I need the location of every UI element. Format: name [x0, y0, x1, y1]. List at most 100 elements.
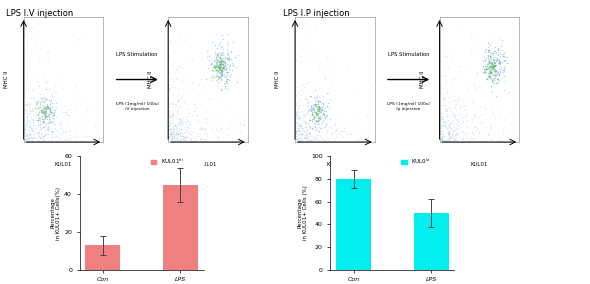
Point: [35, 119, 44, 124]
Point: [35, 135, 45, 139]
Point: [212, 57, 221, 62]
Point: [442, 107, 452, 112]
Bar: [336, 179, 371, 270]
Point: [442, 137, 452, 141]
Point: [443, 123, 453, 127]
Point: [499, 129, 508, 134]
Point: [48, 113, 58, 118]
Point: [211, 43, 220, 48]
Point: [304, 139, 313, 143]
Point: [23, 136, 32, 141]
Point: [483, 64, 492, 68]
Point: [483, 66, 492, 71]
Point: [493, 80, 502, 85]
Point: [181, 135, 190, 139]
Point: [489, 63, 498, 68]
Point: [28, 126, 37, 130]
Point: [171, 102, 180, 106]
Point: [299, 115, 308, 120]
Point: [486, 63, 495, 68]
Point: [217, 64, 226, 69]
Point: [179, 121, 188, 126]
Point: [324, 105, 333, 110]
Point: [21, 131, 31, 136]
Point: [186, 137, 196, 142]
Point: [35, 130, 44, 134]
Point: [310, 103, 320, 107]
Point: [457, 130, 467, 134]
Point: [209, 64, 219, 69]
Point: [167, 139, 176, 143]
Point: [299, 103, 308, 107]
Point: [168, 110, 177, 115]
Point: [40, 127, 50, 132]
Point: [225, 74, 234, 78]
Point: [309, 117, 318, 122]
Point: [309, 108, 319, 112]
Point: [178, 135, 188, 140]
Point: [447, 136, 456, 141]
Point: [291, 85, 300, 89]
Point: [291, 103, 301, 108]
Point: [71, 134, 80, 139]
Point: [197, 124, 206, 129]
Point: [231, 55, 240, 59]
Point: [484, 60, 494, 64]
Point: [362, 113, 371, 118]
Point: [467, 98, 477, 103]
Point: [176, 112, 185, 117]
Point: [304, 131, 313, 135]
Point: [486, 60, 496, 65]
Point: [453, 138, 462, 143]
Point: [217, 59, 226, 63]
Point: [40, 133, 49, 138]
Point: [437, 138, 447, 143]
Point: [477, 120, 486, 124]
Point: [20, 110, 30, 115]
Point: [494, 73, 503, 77]
Point: [478, 65, 487, 70]
Point: [45, 100, 54, 104]
Point: [440, 134, 449, 138]
Point: [316, 133, 325, 138]
Point: [214, 76, 224, 81]
Point: [211, 78, 221, 82]
Point: [24, 124, 34, 129]
Point: [495, 55, 504, 59]
Point: [486, 70, 496, 74]
Point: [478, 137, 488, 142]
Point: [331, 139, 340, 144]
Point: [171, 85, 180, 89]
Point: [168, 112, 178, 116]
Point: [226, 49, 235, 53]
Point: [173, 99, 182, 104]
Point: [36, 126, 45, 131]
Point: [60, 104, 69, 108]
Point: [178, 116, 187, 120]
Point: [449, 128, 458, 132]
Point: [222, 62, 231, 66]
Point: [439, 114, 448, 118]
Point: [484, 67, 494, 71]
Point: [443, 131, 453, 136]
Point: [291, 130, 300, 135]
Point: [216, 70, 225, 74]
Point: [215, 51, 225, 55]
Point: [321, 138, 330, 143]
Point: [435, 125, 445, 130]
Point: [491, 62, 501, 67]
Point: [25, 110, 35, 115]
Point: [204, 66, 213, 70]
Point: [458, 98, 467, 103]
Point: [306, 131, 315, 135]
Point: [170, 135, 179, 140]
Point: [294, 138, 304, 143]
Point: [184, 105, 194, 110]
Point: [33, 99, 42, 104]
Point: [36, 136, 45, 140]
Point: [442, 136, 451, 141]
Point: [19, 130, 29, 134]
Point: [473, 114, 483, 119]
Point: [37, 114, 47, 118]
Point: [221, 74, 231, 79]
